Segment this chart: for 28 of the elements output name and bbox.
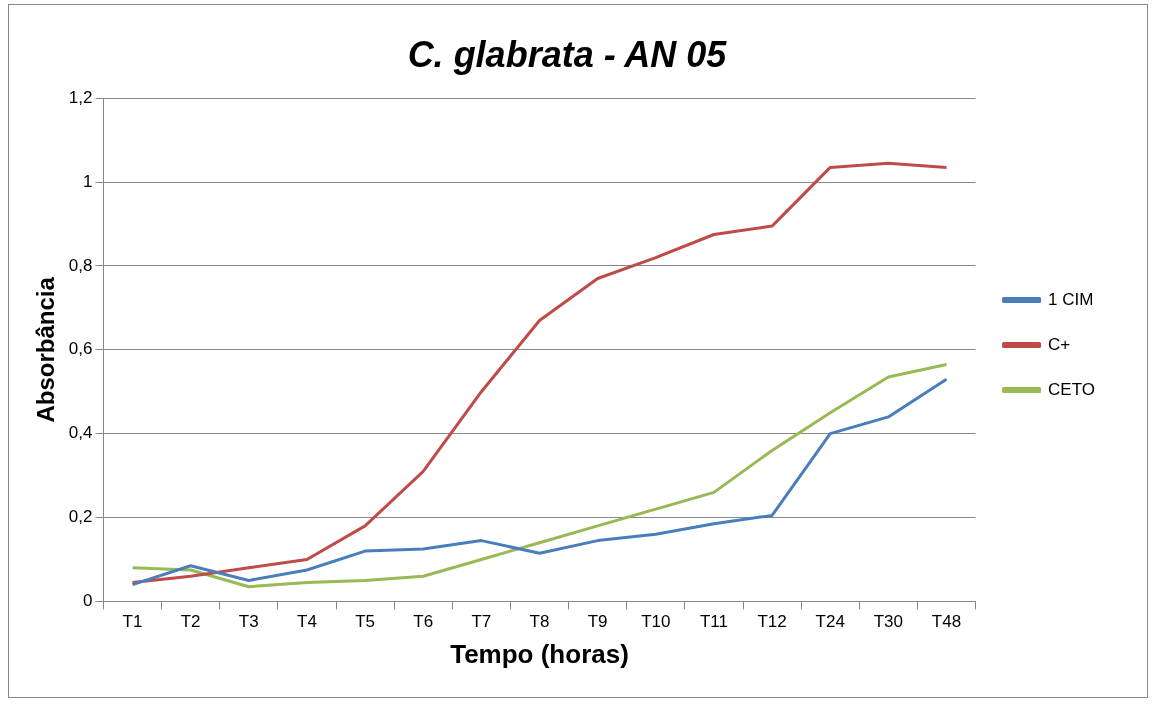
- x-tick-label: T3: [238, 612, 259, 632]
- x-tick-label: T48: [931, 612, 962, 632]
- legend-label: CETO: [1048, 379, 1096, 399]
- legend-label: 1 CIM: [1048, 289, 1094, 309]
- legend-label: C+: [1048, 334, 1071, 354]
- x-tick-label: T24: [815, 612, 845, 632]
- x-tick-label: T2: [180, 612, 201, 632]
- x-tick-label: T11: [699, 612, 728, 632]
- x-tick-label: T8: [529, 612, 550, 632]
- y-tick-label: 0,4: [68, 423, 93, 443]
- y-tick-label: 1: [82, 171, 93, 191]
- x-tick-label: T10: [641, 612, 671, 632]
- x-tick-label: T5: [355, 612, 375, 632]
- x-tick-label: T4: [297, 612, 317, 632]
- y-tick-label: 0: [82, 591, 93, 611]
- x-tick-label: T1: [122, 612, 143, 632]
- x-tick-label: T6: [413, 612, 434, 632]
- y-tick-label: 1,2: [68, 87, 93, 107]
- x-tick-label: T7: [471, 612, 492, 632]
- y-tick-label: 0,2: [68, 507, 93, 527]
- x-axis-title: Tempo (horas): [450, 638, 629, 669]
- x-tick-label: T9: [587, 612, 608, 632]
- chart-title: C. glabrata - AN 05: [407, 33, 728, 75]
- y-axis-title: Absorbância: [32, 276, 60, 423]
- x-tick-label: T30: [873, 612, 904, 632]
- x-tick-label: T12: [757, 612, 787, 632]
- y-tick-label: 0,6: [68, 339, 93, 359]
- y-tick-label: 0,8: [68, 255, 93, 275]
